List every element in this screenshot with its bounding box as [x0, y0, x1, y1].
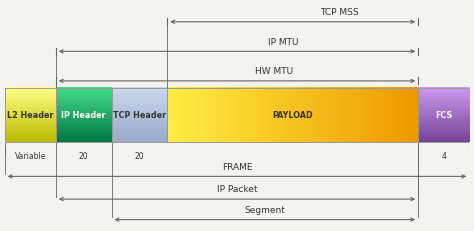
Text: HW MTU: HW MTU	[255, 67, 293, 76]
Bar	[5, 88, 56, 143]
Text: L2 Header: L2 Header	[7, 111, 54, 120]
Text: TCP Header: TCP Header	[113, 111, 166, 120]
Bar	[418, 88, 469, 143]
Text: FRAME: FRAME	[222, 162, 252, 171]
Bar	[56, 88, 111, 143]
Text: IP MTU: IP MTU	[268, 37, 299, 46]
Bar	[111, 88, 167, 143]
Text: PAYLOAD: PAYLOAD	[273, 111, 313, 120]
Text: Variable: Variable	[15, 152, 46, 161]
Text: 4: 4	[441, 152, 446, 161]
Bar	[167, 88, 418, 143]
Text: 20: 20	[135, 152, 144, 161]
Text: IP Header: IP Header	[62, 111, 106, 120]
Text: Segment: Segment	[245, 205, 285, 214]
Text: IP Packet: IP Packet	[217, 185, 257, 194]
Text: 20: 20	[79, 152, 89, 161]
Text: FCS: FCS	[435, 111, 452, 120]
Text: TCP MSS: TCP MSS	[320, 8, 358, 17]
